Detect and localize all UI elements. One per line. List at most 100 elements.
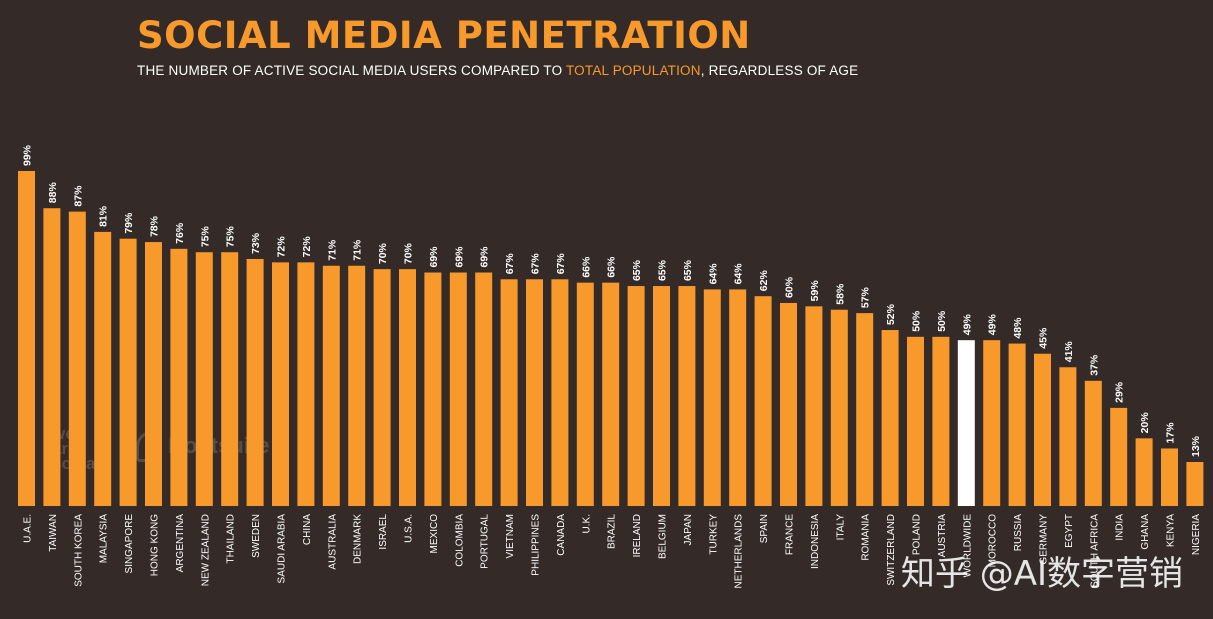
bar-taiwan — [43, 208, 61, 506]
bar-australia — [322, 265, 340, 506]
category-label: DENMARK — [353, 514, 364, 564]
category-label: NEW ZEALAND — [200, 514, 211, 586]
category-label: RUSSIA — [1013, 514, 1024, 552]
category-label: U.A.E. — [23, 514, 34, 543]
value-label: 70% — [403, 242, 415, 264]
category-label: VIETNAM — [505, 514, 516, 558]
value-label: 66% — [580, 256, 592, 278]
value-label: 64% — [733, 263, 745, 285]
bar-argentina — [170, 248, 188, 506]
bar-ghana — [1135, 438, 1153, 506]
bar-portugal — [475, 272, 493, 506]
chart-subtitle: THE NUMBER OF ACTIVE SOCIAL MEDIA USERS … — [137, 63, 858, 78]
bar-mexico — [424, 272, 442, 506]
category-label: WORLDWIDE — [962, 514, 973, 578]
subtitle-text-start: THE NUMBER OF ACTIVE SOCIAL MEDIA USERS … — [137, 63, 566, 78]
bar-colombia — [449, 272, 467, 506]
value-label: 48% — [1012, 317, 1024, 339]
value-label: 67% — [530, 253, 542, 275]
bar-thailand — [221, 252, 239, 506]
category-label: MEXICO — [429, 514, 440, 554]
category-label: SOUTH AFRICA — [1089, 514, 1100, 588]
bar-poland — [907, 336, 924, 506]
value-label: 67% — [555, 253, 567, 275]
value-label: 13% — [1190, 435, 1202, 457]
bar-morocco — [983, 340, 1001, 506]
category-label: CANADA — [556, 514, 567, 556]
bar-italy — [830, 309, 848, 506]
bar-turkey — [703, 289, 721, 506]
bar-china — [297, 262, 315, 506]
category-label: AUSTRALIA — [327, 514, 338, 570]
value-label: 65% — [682, 259, 694, 281]
value-label: 99% — [22, 144, 34, 166]
value-label: 72% — [276, 236, 288, 258]
category-label: GERMANY — [1039, 514, 1050, 565]
value-label: 88% — [47, 182, 59, 204]
value-label: 75% — [199, 226, 211, 248]
value-label: 49% — [987, 314, 999, 336]
bar-indonesia — [805, 306, 823, 506]
bar-nigeria — [1186, 462, 1204, 506]
category-label: JAPAN — [683, 514, 694, 546]
bar-egypt — [1059, 367, 1077, 506]
category-label: PORTUGAL — [480, 514, 491, 569]
value-label: 65% — [631, 259, 643, 281]
bar-russia — [1008, 343, 1026, 506]
bar-vietnam — [500, 279, 518, 506]
bar-hong-kong — [145, 242, 162, 506]
value-label: 45% — [1038, 327, 1050, 349]
value-label: 62% — [758, 270, 770, 292]
bar-new-zealand — [195, 252, 213, 506]
bar-worldwide — [957, 340, 975, 506]
value-label: 41% — [1063, 341, 1075, 363]
value-label: 72% — [301, 236, 313, 258]
value-label: 37% — [1088, 354, 1100, 376]
bar-south-korea — [68, 211, 86, 506]
bar-japan — [678, 286, 696, 506]
category-label: SINGAPORE — [124, 514, 135, 574]
category-label: BRAZIL — [607, 514, 618, 549]
chart-title: SOCIAL MEDIA PENETRATION — [137, 14, 751, 57]
bar-malaysia — [94, 231, 112, 506]
category-label: SPAIN — [759, 514, 770, 543]
watermark: 知乎 @AI数字营销 — [900, 554, 1183, 594]
category-label: U.S.A. — [404, 514, 415, 543]
value-label: 70% — [377, 242, 389, 264]
bar-ireland — [627, 286, 645, 506]
bar-south-africa — [1084, 380, 1102, 506]
value-label: 17% — [1165, 422, 1177, 444]
value-label: 29% — [1114, 381, 1126, 403]
bar-kenya — [1161, 448, 1178, 506]
value-label: 81% — [98, 205, 110, 227]
value-label: 52% — [885, 303, 897, 325]
value-label: 75% — [225, 226, 237, 248]
category-label: CHINA — [302, 514, 313, 545]
bar-sweden — [246, 258, 264, 506]
category-label: AUSTRIA — [937, 514, 948, 558]
bar-u-s-a — [399, 269, 416, 506]
category-label: ITALY — [835, 514, 846, 541]
value-label: 87% — [72, 185, 84, 207]
category-label: FRANCE — [785, 514, 796, 555]
category-label: COLOMBIA — [454, 514, 465, 567]
value-label: 73% — [250, 232, 262, 254]
value-label: 69% — [479, 246, 491, 268]
value-label: 50% — [911, 310, 923, 332]
category-label: IRELAND — [632, 514, 643, 557]
value-label: 71% — [352, 239, 364, 261]
bar-saudi-arabia — [272, 262, 289, 506]
category-label: GHANA — [1140, 514, 1151, 550]
value-label: 71% — [326, 239, 338, 261]
value-label: 50% — [936, 310, 948, 332]
category-label: NETHERLANDS — [734, 514, 745, 589]
bar-romania — [856, 313, 874, 506]
bar-germany — [1034, 353, 1051, 506]
value-label: 20% — [1139, 412, 1151, 434]
bar-israel — [373, 269, 391, 506]
bar-brazil — [602, 282, 620, 506]
value-label: 69% — [453, 246, 465, 268]
category-label: EGYPT — [1064, 514, 1075, 548]
value-label: 65% — [657, 259, 669, 281]
